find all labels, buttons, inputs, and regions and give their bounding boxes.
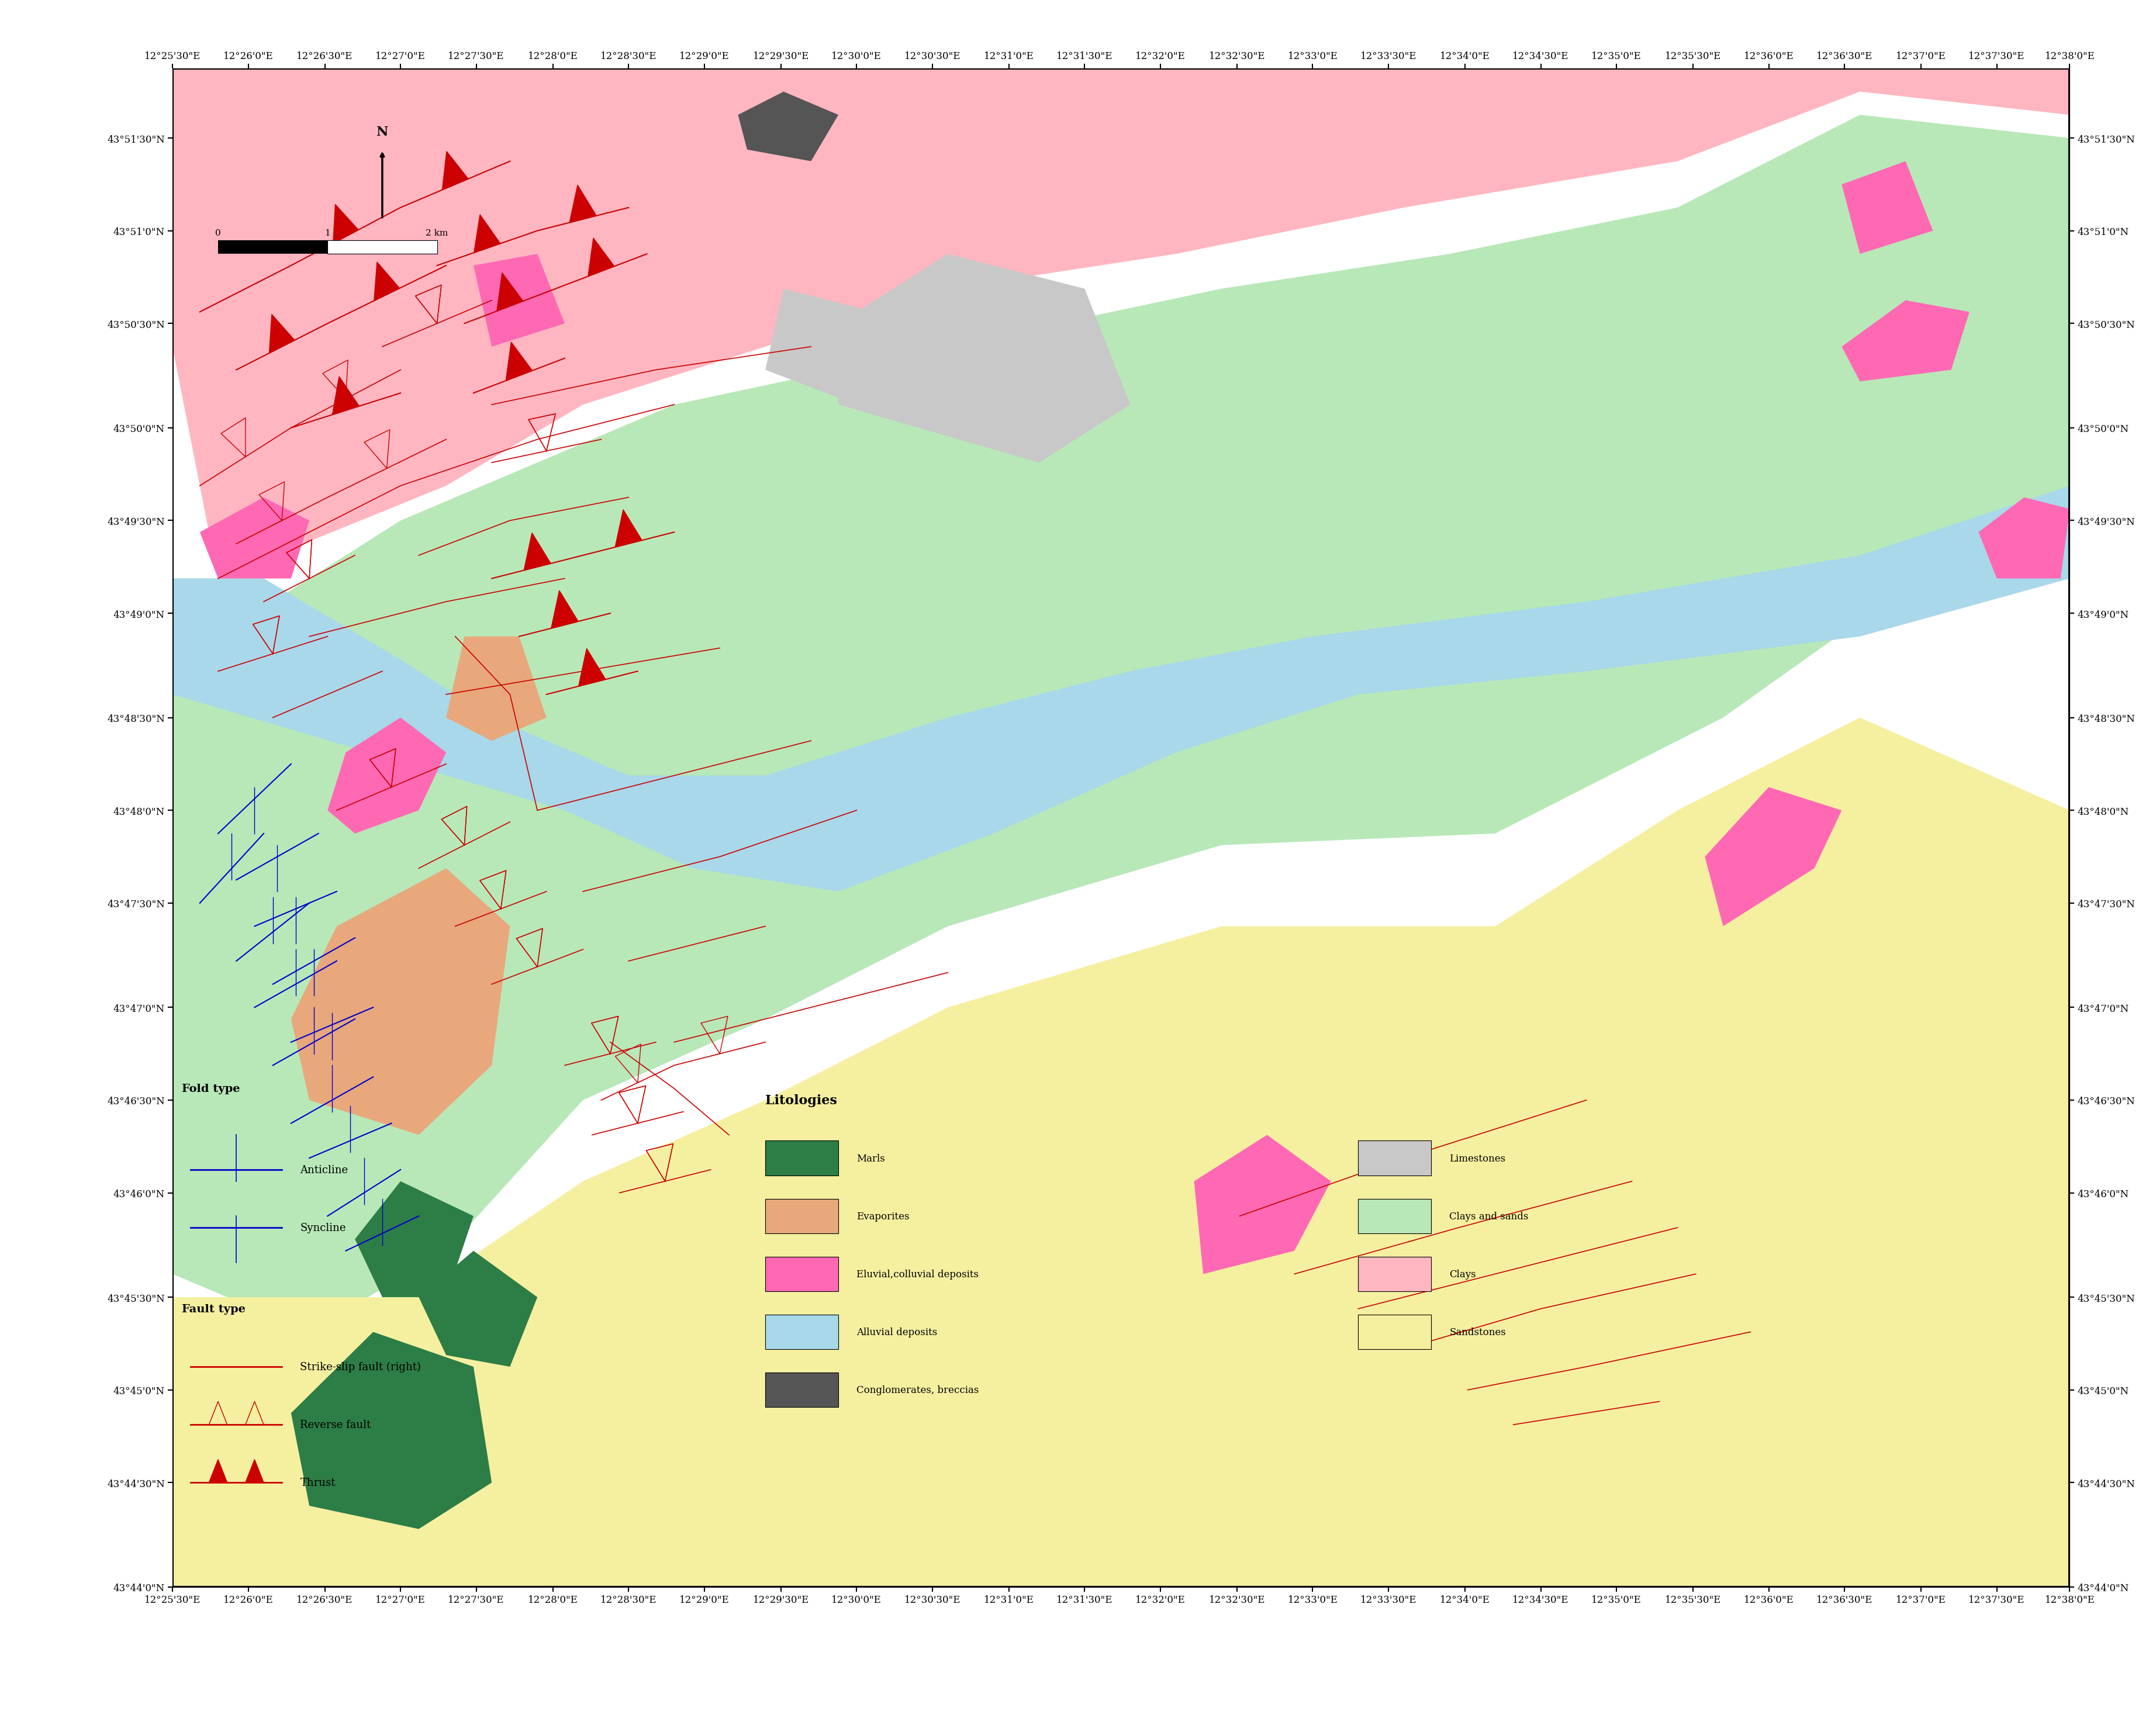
Polygon shape <box>270 316 295 354</box>
Bar <box>1358 1199 1432 1233</box>
Text: Sandstones: Sandstones <box>1449 1327 1507 1337</box>
Polygon shape <box>172 486 2070 892</box>
Text: 0: 0 <box>216 229 220 236</box>
Polygon shape <box>209 1459 226 1483</box>
Text: Eluvial,colluvial deposits: Eluvial,colluvial deposits <box>856 1270 979 1280</box>
Polygon shape <box>578 649 606 687</box>
Text: Anticline: Anticline <box>300 1164 347 1175</box>
Polygon shape <box>1841 300 1968 381</box>
Polygon shape <box>552 592 578 628</box>
Text: 1: 1 <box>326 229 330 236</box>
Polygon shape <box>474 254 565 347</box>
Text: Syncline: Syncline <box>300 1223 347 1233</box>
Polygon shape <box>737 91 839 162</box>
Text: Conglomerates, breccias: Conglomerates, breccias <box>856 1385 979 1396</box>
Polygon shape <box>446 637 545 742</box>
Polygon shape <box>1841 162 1934 254</box>
Polygon shape <box>524 533 550 571</box>
Polygon shape <box>507 343 533 381</box>
Text: Marls: Marls <box>856 1154 886 1163</box>
Text: N: N <box>377 126 388 138</box>
Polygon shape <box>474 216 500 254</box>
Text: Thrust: Thrust <box>300 1477 336 1489</box>
Polygon shape <box>246 1459 263 1483</box>
Polygon shape <box>334 205 358 243</box>
Text: Fault type: Fault type <box>181 1304 246 1314</box>
Text: Reverse fault: Reverse fault <box>300 1420 371 1430</box>
Polygon shape <box>172 1297 565 1587</box>
Bar <box>765 1314 839 1349</box>
Text: Fold type: Fold type <box>181 1083 239 1094</box>
Text: Evaporites: Evaporites <box>856 1211 910 1221</box>
Polygon shape <box>569 186 597 223</box>
Text: Clays and sands: Clays and sands <box>1449 1211 1529 1221</box>
Polygon shape <box>552 592 578 628</box>
Text: Limestones: Limestones <box>1449 1154 1505 1163</box>
Polygon shape <box>765 290 875 405</box>
Polygon shape <box>614 511 642 547</box>
Polygon shape <box>332 378 360 416</box>
Bar <box>765 1140 839 1176</box>
Bar <box>765 1258 839 1292</box>
Polygon shape <box>291 1332 492 1528</box>
Polygon shape <box>418 1251 537 1366</box>
Polygon shape <box>332 378 360 416</box>
Polygon shape <box>172 116 2070 1332</box>
Polygon shape <box>291 869 511 1135</box>
Bar <box>765 1373 839 1408</box>
Polygon shape <box>356 1182 474 1297</box>
Bar <box>1358 1314 1432 1349</box>
Polygon shape <box>373 262 399 302</box>
Polygon shape <box>172 69 2070 580</box>
Polygon shape <box>589 238 614 276</box>
Bar <box>765 1199 839 1233</box>
Bar <box>1358 1258 1432 1292</box>
Polygon shape <box>839 254 1130 462</box>
Polygon shape <box>1194 1135 1330 1275</box>
Text: Clays: Clays <box>1449 1270 1477 1280</box>
Text: Alluvial deposits: Alluvial deposits <box>856 1327 938 1337</box>
Bar <box>1358 1140 1432 1176</box>
Polygon shape <box>496 273 524 312</box>
Polygon shape <box>1705 787 1841 926</box>
Text: Litologies: Litologies <box>765 1094 837 1107</box>
Polygon shape <box>507 343 533 381</box>
Polygon shape <box>1979 499 2070 580</box>
Polygon shape <box>328 718 446 833</box>
Polygon shape <box>172 580 565 1297</box>
Polygon shape <box>172 718 2070 1587</box>
Polygon shape <box>442 152 468 190</box>
Polygon shape <box>201 499 308 580</box>
Polygon shape <box>578 649 606 687</box>
Text: 2 km: 2 km <box>427 229 448 236</box>
Text: Strike-slip fault (right): Strike-slip fault (right) <box>300 1361 420 1371</box>
